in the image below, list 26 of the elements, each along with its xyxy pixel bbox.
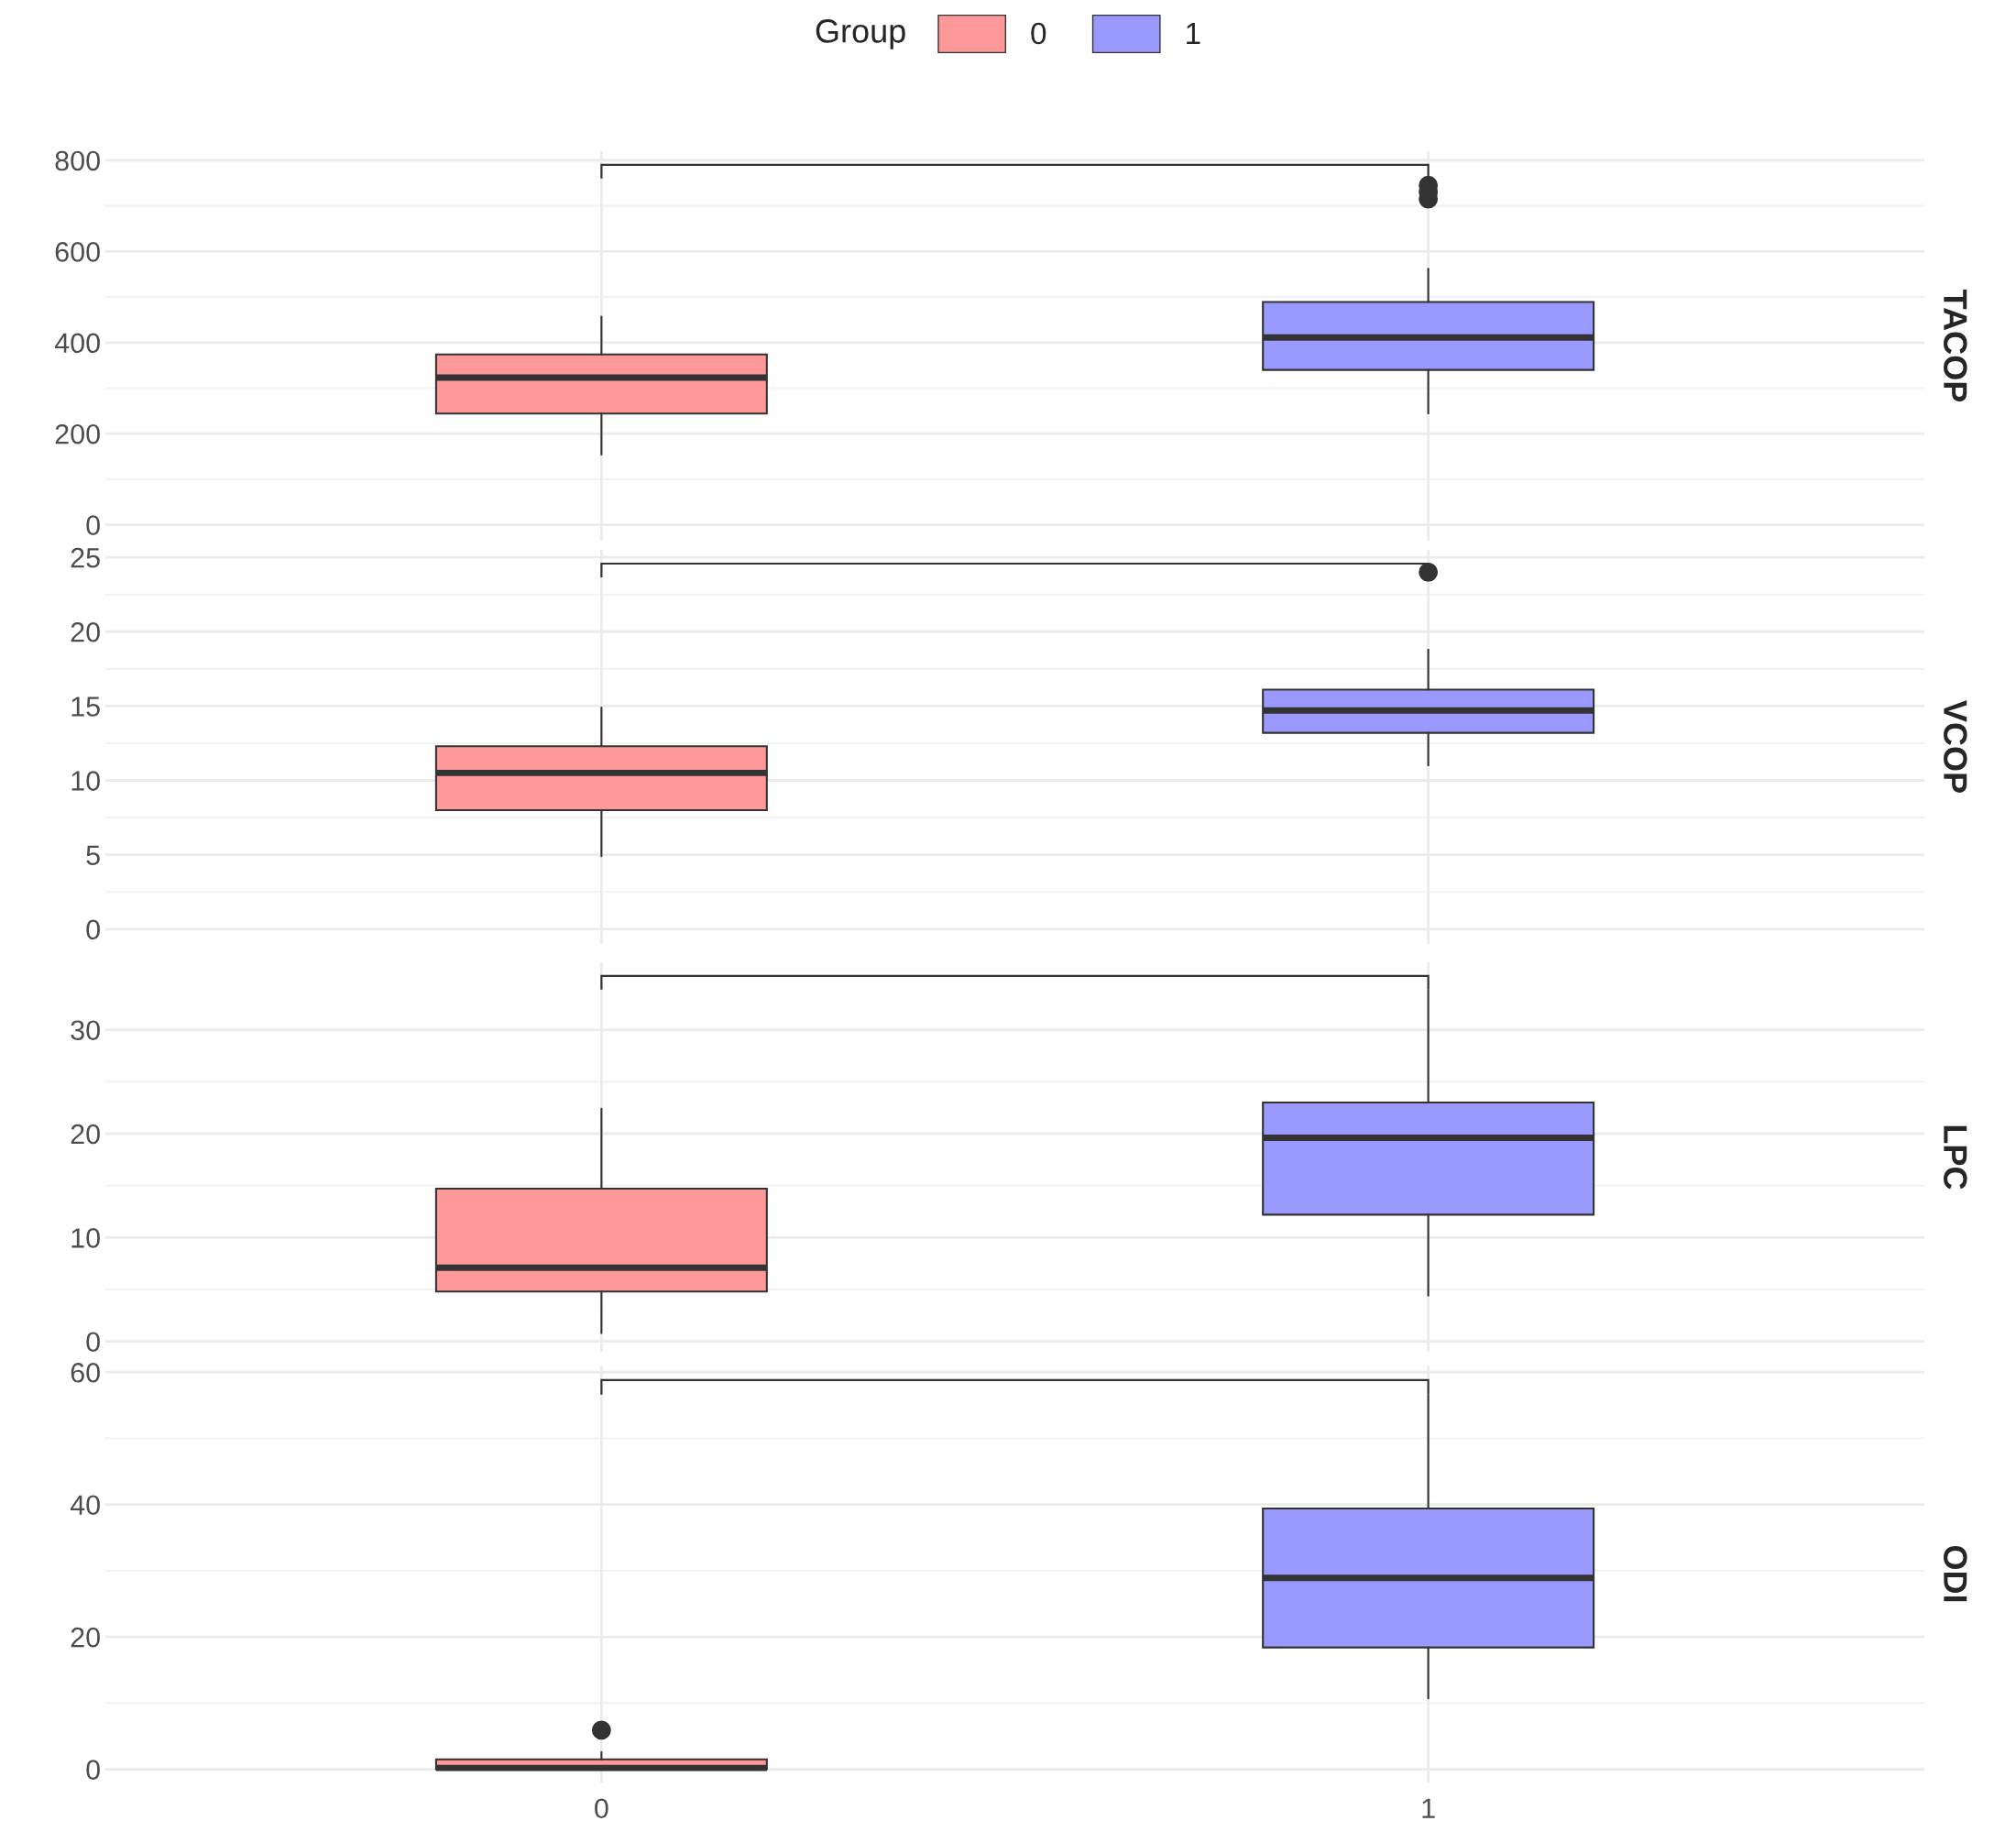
y-tick-label: 600 <box>55 242 100 262</box>
y-axis-title: ODI <box>1944 1545 1967 1602</box>
y-tick-label: 0 <box>86 1332 100 1353</box>
y-tick-label: 40 <box>70 1495 100 1516</box>
y-tick-label: 60 <box>71 1362 100 1383</box>
y-tick-label: 20 <box>71 621 100 642</box>
y-tick-label: 200 <box>55 423 100 444</box>
y-axis-title: TACOP <box>1944 290 1967 402</box>
y-axis-title: VCOP <box>1944 700 1967 793</box>
y-tick-label: 0 <box>86 515 100 535</box>
y-tick-label: 15 <box>71 697 100 717</box>
y-axis-title: LPC <box>1944 1125 1967 1190</box>
y-tick-label: 20 <box>71 1627 100 1648</box>
y-tick-label: 0 <box>86 1760 100 1780</box>
y-tick-label: 30 <box>71 1020 100 1041</box>
y-tick-label: 25 <box>71 547 100 568</box>
y-tick-label: 10 <box>71 1228 100 1248</box>
y-tick-label: 5 <box>86 845 100 866</box>
y-tick-label: 20 <box>71 1124 100 1145</box>
legend-label: 1 <box>1187 23 1200 44</box>
y-tick-label: 400 <box>54 333 100 354</box>
y-tick-label: 10 <box>71 771 100 791</box>
legend-label: 0 <box>1031 22 1046 45</box>
y-tick-label: 800 <box>55 150 100 171</box>
legend-title: Group <box>816 19 905 49</box>
y-tick-label: 0 <box>86 919 100 940</box>
